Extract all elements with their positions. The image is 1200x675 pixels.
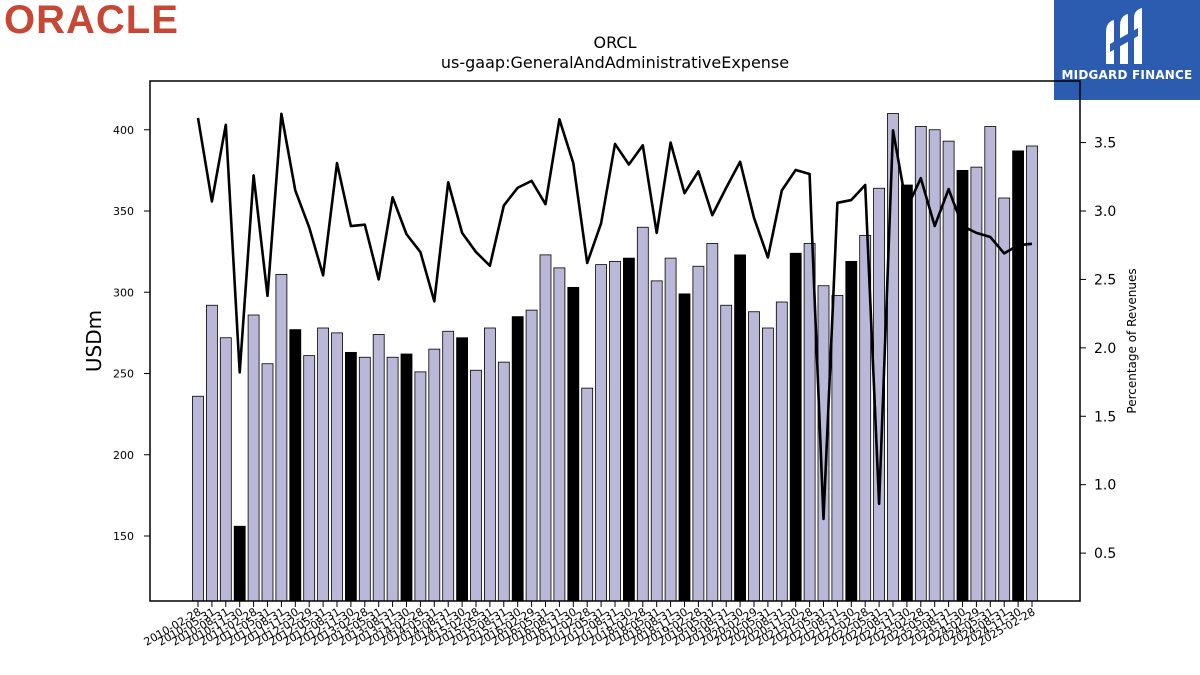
bar bbox=[205, 304, 218, 602]
y-axis-left: 150 200 250 300 350 400 bbox=[113, 124, 150, 543]
bar bbox=[1026, 145, 1038, 602]
bar bbox=[664, 257, 677, 602]
bar bbox=[775, 301, 788, 602]
y-tick-label: 350 bbox=[113, 205, 134, 218]
y-axis-label-right: Percentage of Revenues bbox=[1125, 268, 1139, 413]
bar bbox=[483, 327, 496, 602]
bar bbox=[720, 304, 733, 602]
bar bbox=[650, 280, 663, 602]
bar bbox=[914, 126, 927, 602]
bar bbox=[511, 316, 524, 602]
y2-tick-label: 3.5 bbox=[1094, 136, 1116, 152]
bar bbox=[358, 356, 371, 602]
midgard-logo-icon bbox=[1106, 8, 1142, 64]
bar bbox=[400, 353, 413, 602]
y-axis-right: 0.5 1.0 1.5 2.0 2.5 3.0 3.5 bbox=[1080, 136, 1116, 562]
bar bbox=[581, 387, 594, 602]
bar bbox=[845, 260, 858, 602]
bar bbox=[942, 140, 955, 602]
bar bbox=[789, 252, 802, 602]
bar bbox=[456, 337, 469, 602]
oracle-logo: ORACLE bbox=[4, 0, 179, 42]
bar bbox=[497, 361, 510, 602]
bar bbox=[289, 329, 302, 602]
bar bbox=[748, 311, 760, 602]
bar bbox=[414, 371, 427, 602]
bar bbox=[303, 355, 316, 602]
y2-tick-label: 0.5 bbox=[1094, 546, 1116, 562]
y-tick-label: 300 bbox=[113, 286, 134, 299]
bar bbox=[525, 309, 538, 602]
revenue-percentage-line bbox=[196, 112, 1033, 521]
bar bbox=[247, 314, 260, 602]
bar bbox=[1012, 150, 1024, 602]
y-tick-label: 150 bbox=[113, 530, 134, 543]
y-tick-label: 400 bbox=[113, 124, 134, 137]
bar bbox=[331, 332, 343, 602]
bar bbox=[887, 113, 899, 602]
bar bbox=[553, 267, 566, 602]
y-tick-label: 200 bbox=[113, 449, 134, 462]
bar bbox=[901, 184, 913, 602]
bar bbox=[219, 337, 232, 602]
bar bbox=[233, 525, 246, 602]
bar bbox=[595, 264, 607, 602]
bar-series bbox=[192, 113, 1038, 602]
bar bbox=[928, 129, 941, 602]
y2-tick-label: 3.0 bbox=[1094, 204, 1116, 220]
bar bbox=[539, 254, 552, 602]
bar bbox=[762, 327, 774, 602]
bar bbox=[998, 197, 1011, 602]
chart-title: ORCL bbox=[594, 33, 637, 52]
midgard-finance-badge: MIDGARD FINANCE bbox=[1054, 0, 1200, 100]
bar bbox=[275, 273, 288, 602]
bar bbox=[442, 330, 455, 602]
y2-tick-label: 1.5 bbox=[1094, 409, 1116, 425]
y-tick-label: 250 bbox=[113, 368, 134, 381]
bar bbox=[678, 293, 691, 602]
midgard-finance-label: MIDGARD FINANCE bbox=[1061, 68, 1193, 82]
y2-tick-label: 2.0 bbox=[1094, 341, 1116, 357]
bar bbox=[831, 295, 844, 602]
line-series bbox=[196, 112, 1033, 521]
bar bbox=[428, 348, 441, 602]
chart-subtitle: us-gaap:GeneralAndAdministrativeExpense bbox=[441, 53, 789, 72]
bar bbox=[636, 226, 649, 602]
bar bbox=[344, 351, 357, 602]
x-axis: 2010-02-282010-05-312010-08-312010-11-30… bbox=[142, 601, 1038, 649]
bar bbox=[623, 257, 635, 602]
bar bbox=[192, 395, 204, 602]
y2-tick-label: 1.0 bbox=[1094, 478, 1116, 494]
y2-tick-label: 2.5 bbox=[1094, 272, 1116, 288]
bar bbox=[984, 126, 997, 602]
bar bbox=[567, 286, 580, 602]
bar bbox=[470, 369, 482, 602]
bar bbox=[692, 265, 705, 602]
bar bbox=[706, 243, 719, 602]
bar bbox=[386, 356, 399, 602]
y-axis-label-left: USDm bbox=[82, 310, 106, 372]
bar bbox=[261, 363, 274, 602]
bar bbox=[734, 254, 746, 602]
bar bbox=[372, 334, 385, 602]
bar bbox=[609, 260, 621, 602]
bar bbox=[317, 327, 330, 602]
bar bbox=[956, 169, 969, 602]
